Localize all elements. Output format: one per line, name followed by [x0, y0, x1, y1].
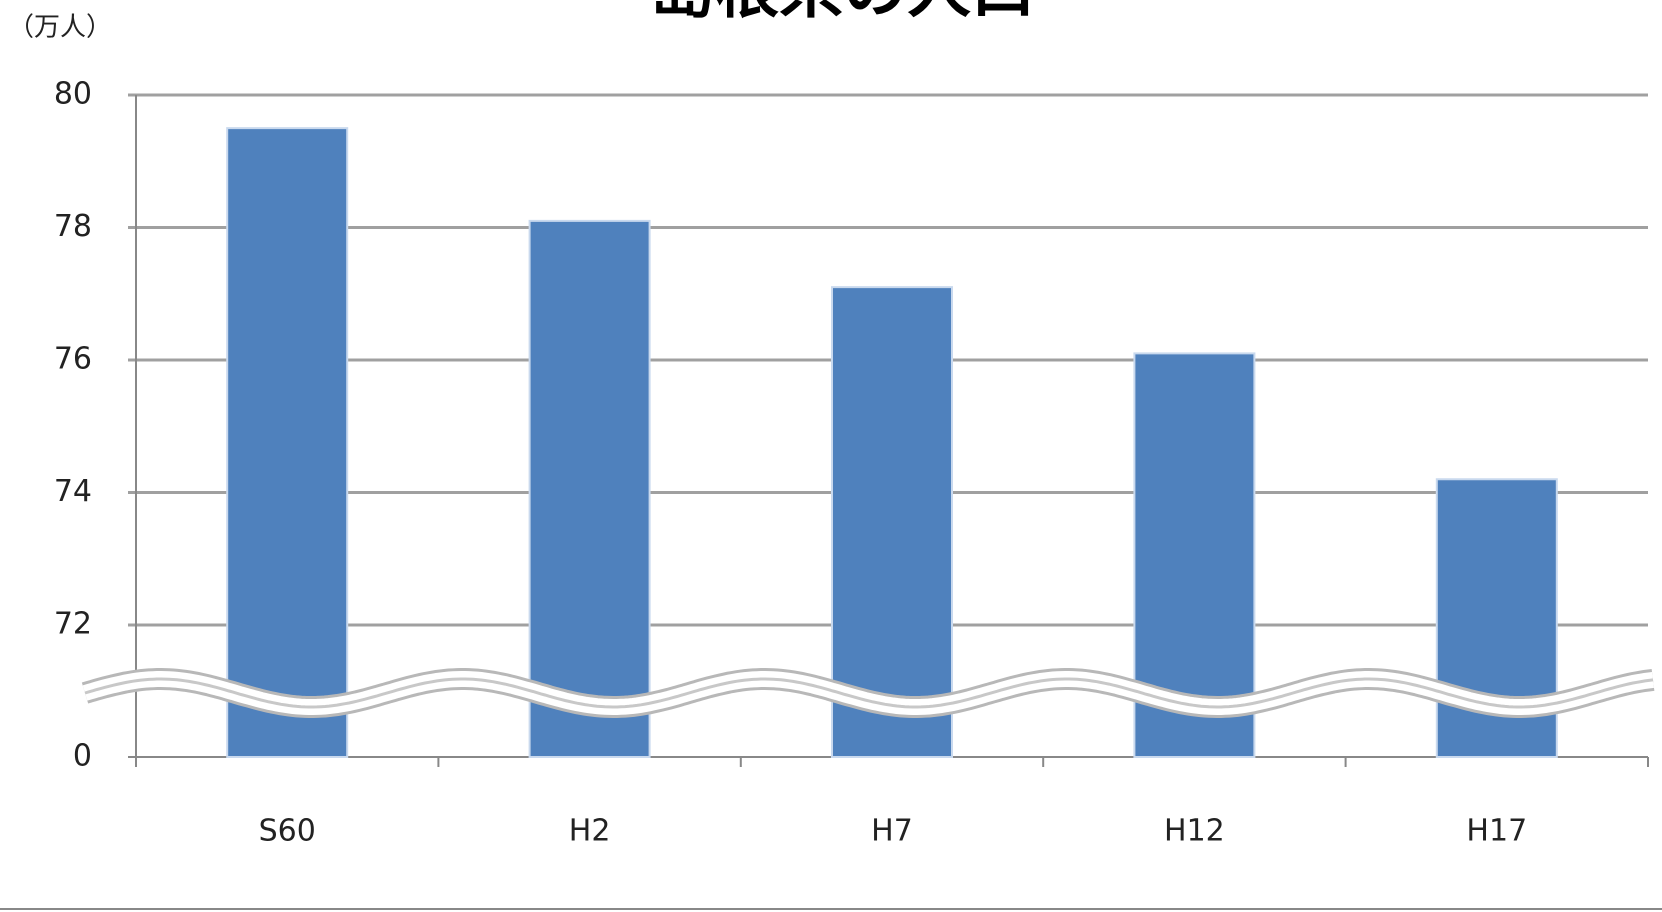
chart-title: 島根県の人口: [651, 0, 1035, 28]
axis-break: [84, 677, 1654, 709]
y-tick-label: 0: [73, 739, 92, 774]
y-tick-label: 80: [54, 77, 92, 112]
bar: [226, 127, 349, 758]
x-tick-label: H17: [1466, 814, 1527, 849]
x-tick-label: H2: [569, 814, 611, 849]
bar: [528, 219, 651, 758]
y-tick-label: 74: [54, 474, 92, 509]
y-tick-label: 76: [54, 342, 92, 377]
y-tick-label: 78: [54, 209, 92, 244]
x-tick-label: H7: [871, 814, 913, 849]
x-tick-label: S60: [259, 814, 316, 849]
bar: [831, 286, 953, 758]
y-axis-label: （万人）: [8, 13, 112, 43]
x-tick-label: H12: [1164, 814, 1225, 849]
y-tick-label: 72: [54, 607, 92, 642]
